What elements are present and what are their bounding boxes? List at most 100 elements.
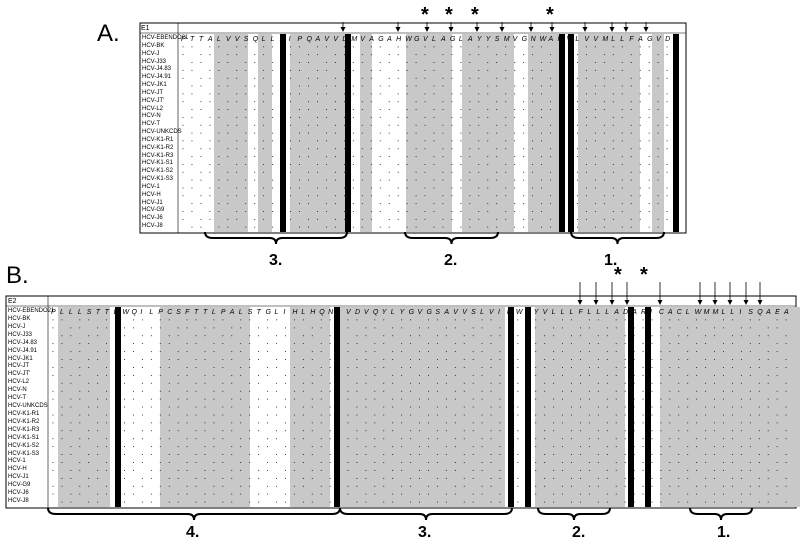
region-brace [47, 507, 341, 521]
match-dot [365, 327, 367, 329]
match-dot [410, 319, 412, 321]
consensus-residue: H [292, 309, 298, 316]
match-dot [424, 77, 426, 79]
match-dot [767, 430, 769, 432]
match-dot [397, 148, 399, 150]
match-dot [419, 446, 421, 448]
match-dot [320, 422, 322, 424]
match-dot [606, 477, 608, 479]
match-dot [445, 422, 447, 424]
match-dot [496, 54, 498, 56]
match-dot [767, 398, 769, 400]
match-dot [433, 179, 435, 181]
match-dot [648, 132, 650, 134]
match-dot [612, 93, 614, 95]
match-dot [397, 187, 399, 189]
match-dot [481, 351, 483, 353]
match-dot [70, 335, 72, 337]
match-dot [487, 156, 489, 158]
match-dot [606, 446, 608, 448]
match-dot [124, 335, 126, 337]
match-dot [624, 477, 626, 479]
match-dot [79, 446, 81, 448]
match-dot [481, 390, 483, 392]
consensus-residue: C [659, 309, 665, 316]
match-dot [606, 351, 608, 353]
match-dot [651, 335, 653, 337]
match-dot [687, 327, 689, 329]
match-dot [159, 343, 161, 345]
match-dot [588, 366, 590, 368]
glycosylation-star: * [421, 4, 429, 26]
match-dot [749, 438, 751, 440]
match-dot [254, 132, 256, 134]
match-dot [415, 226, 417, 228]
match-dot [427, 351, 429, 353]
match-dot [469, 179, 471, 181]
match-dot [159, 327, 161, 329]
match-dot [576, 179, 578, 181]
match-dot [299, 140, 301, 142]
match-dot [347, 374, 349, 376]
match-dot [541, 156, 543, 158]
match-dot [302, 461, 304, 463]
match-dot [392, 351, 394, 353]
conserved-block [214, 34, 248, 232]
match-dot [275, 414, 277, 416]
match-dot [374, 343, 376, 345]
match-dot [177, 406, 179, 408]
match-dot [749, 493, 751, 495]
match-dot [329, 335, 331, 337]
match-dot [648, 226, 650, 228]
match-dot [302, 406, 304, 408]
match-dot [427, 366, 429, 368]
match-dot [258, 493, 260, 495]
match-dot [240, 485, 242, 487]
match-dot [275, 343, 277, 345]
match-dot [299, 93, 301, 95]
match-dot [541, 140, 543, 142]
consensus-residue: W [540, 36, 548, 43]
match-dot [272, 187, 274, 189]
match-dot [615, 398, 617, 400]
match-dot [559, 171, 560, 173]
match-dot [687, 501, 689, 503]
match-dot [526, 351, 528, 353]
match-dot [245, 69, 247, 71]
consensus-residue: V [360, 36, 366, 43]
consensus-residue: V [333, 36, 339, 43]
match-dot [365, 359, 367, 361]
match-dot [505, 93, 507, 95]
match-dot [433, 210, 435, 212]
consensus-residue: L [459, 36, 463, 43]
match-dot [267, 366, 269, 368]
match-dot [352, 203, 354, 205]
match-dot [124, 446, 126, 448]
match-dot [370, 77, 372, 79]
match-dot [249, 406, 251, 408]
match-dot [567, 109, 569, 111]
match-dot [469, 148, 471, 150]
match-dot [245, 109, 247, 111]
match-dot [150, 327, 152, 329]
match-dot [472, 501, 474, 503]
match-dot [666, 195, 668, 197]
match-dot [275, 438, 277, 440]
match-dot [597, 382, 599, 384]
match-dot [356, 390, 358, 392]
match-dot [97, 501, 99, 503]
match-dot [302, 438, 304, 440]
sequence-name: HCV-K1-R2 [8, 418, 40, 425]
consensus-residue: L [575, 36, 579, 43]
match-dot [284, 501, 286, 503]
match-dot [639, 171, 641, 173]
consensus-residue: K [558, 36, 563, 43]
match-dot [356, 319, 358, 321]
match-dot [97, 493, 99, 495]
match-dot [478, 69, 480, 71]
match-dot [639, 93, 641, 95]
match-dot [263, 54, 265, 56]
match-dot [639, 163, 641, 165]
match-dot [329, 319, 331, 321]
match-dot [544, 430, 546, 432]
